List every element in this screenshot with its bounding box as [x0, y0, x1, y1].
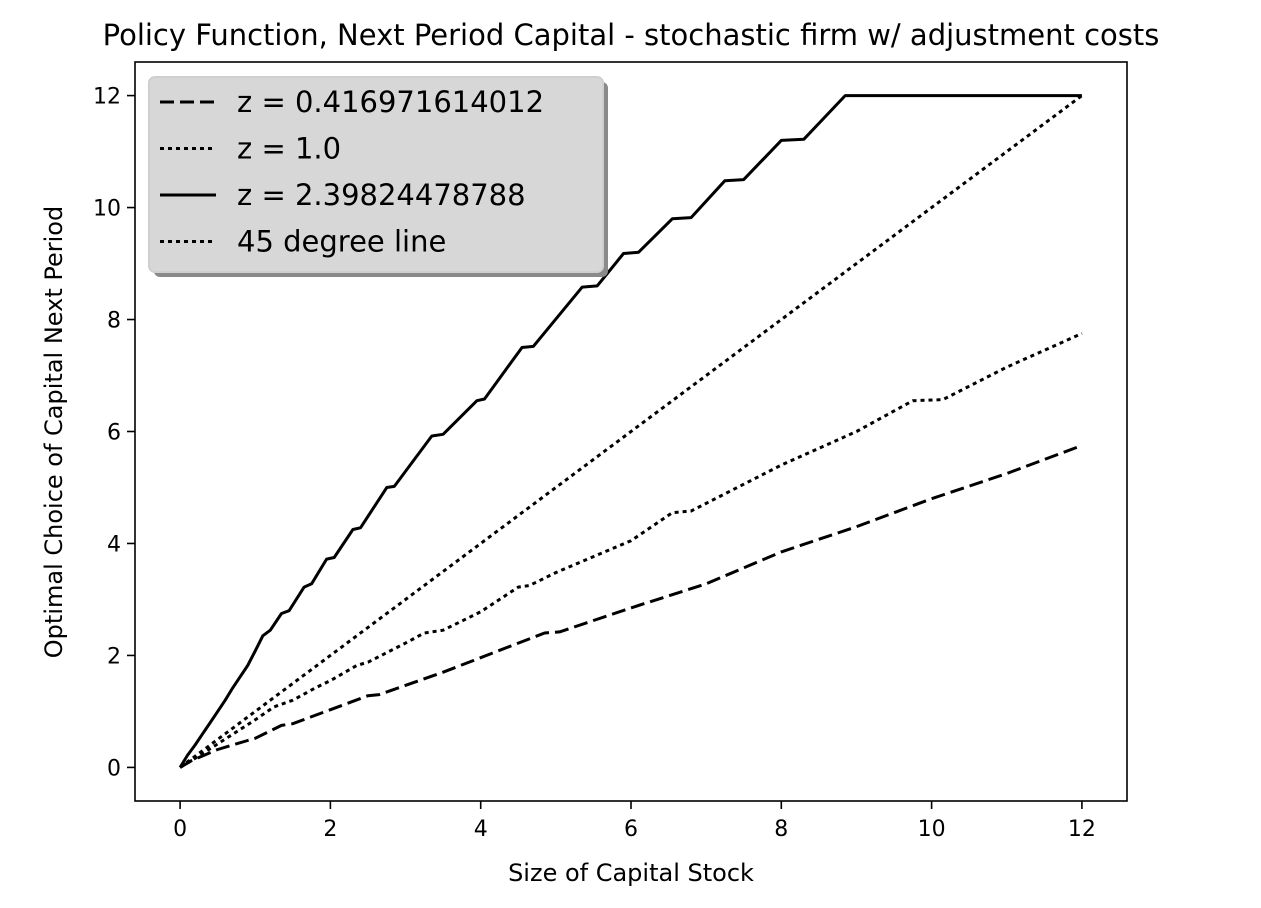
legend-label-2: z = 2.39824478788 [237, 178, 526, 212]
x-tick-label: 12 [1068, 817, 1096, 842]
y-axis-ticks: 0 2 4 6 8 10 12 [93, 85, 135, 781]
y-tick-label: 8 [107, 309, 121, 334]
x-axis-label: Size of Capital Stock [508, 859, 754, 887]
y-tick-label: 2 [107, 644, 121, 669]
x-tick-label: 8 [774, 817, 788, 842]
x-tick-label: 4 [474, 817, 488, 842]
y-tick-label: 4 [107, 532, 121, 557]
legend: z = 0.416971614012 z = 1.0 z = 2.398244787… [148, 76, 608, 277]
series-line-2 [178, 94, 1082, 769]
y-tick-label: 10 [93, 197, 121, 222]
y-tick-label: 6 [107, 421, 121, 446]
x-tick-label: 10 [918, 817, 946, 842]
series-line-3 [179, 94, 1083, 769]
legend-label-0: z = 0.416971614012 [237, 85, 544, 119]
series-layer [178, 94, 1083, 769]
legend-box [148, 76, 604, 273]
legend-label-3: 45 degree line [237, 225, 446, 259]
x-tick-label: 0 [173, 817, 187, 842]
x-tick-label: 6 [624, 817, 638, 842]
x-tick-label: 2 [323, 817, 337, 842]
x-axis-ticks: 0 2 4 6 8 10 12 [173, 801, 1096, 842]
y-tick-label: 0 [107, 756, 121, 781]
y-tick-label: 12 [93, 85, 121, 110]
series-line-1 [179, 332, 1083, 769]
chart-title: Policy Function, Next Period Capital - s… [103, 18, 1160, 52]
legend-label-1: z = 1.0 [237, 132, 341, 166]
series-line-0 [179, 444, 1083, 769]
y-axis-label: Optimal Choice of Capital Next Period [40, 206, 68, 658]
